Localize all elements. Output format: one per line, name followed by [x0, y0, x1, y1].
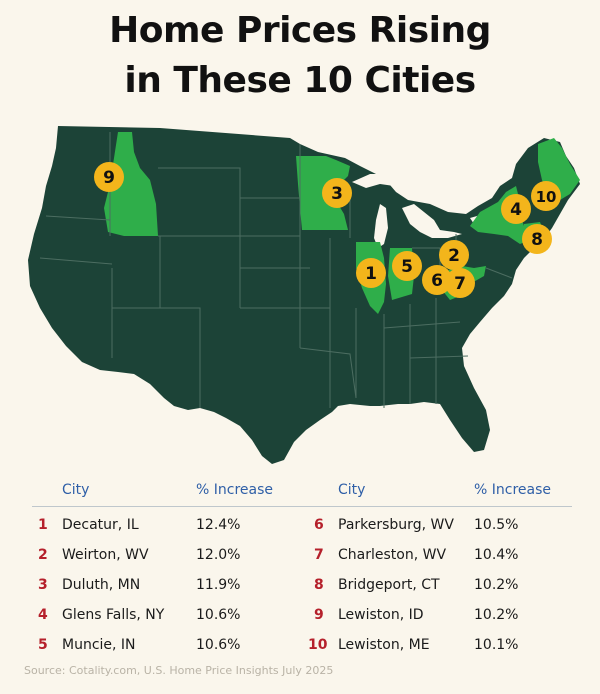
- city-name: Weirton, WV: [62, 547, 149, 563]
- pct-increase: 10.4%: [474, 547, 519, 563]
- table-row: 4 Glens Falls, NY 10.6% 9 Lewiston, ID 1…: [32, 597, 572, 627]
- marker-label: 7: [454, 274, 466, 294]
- pct-increase: 12.4%: [196, 517, 241, 533]
- marker-label: 5: [401, 257, 413, 277]
- pct-increase: 11.9%: [196, 577, 241, 593]
- map-marker-10: 10: [531, 181, 561, 211]
- map-marker-3: 3: [322, 178, 352, 208]
- map-marker-1: 1: [356, 258, 386, 288]
- map-markers: 9 3 1 5 2 6 7 4: [94, 162, 561, 298]
- city-name: Lewiston, ME: [338, 637, 430, 653]
- map-marker-4: 4: [501, 194, 531, 224]
- map-marker-9: 9: [94, 162, 124, 192]
- marker-label: 2: [448, 246, 460, 266]
- rank: 6: [314, 517, 324, 533]
- rank: 3: [38, 577, 48, 593]
- marker-label: 8: [531, 230, 543, 250]
- map-marker-6: 6: [422, 265, 452, 295]
- marker-label: 3: [331, 184, 343, 204]
- lake-superior: [352, 174, 404, 188]
- table-row: 2 Weirton, WV 12.0% 7 Charleston, WV 10.…: [32, 537, 572, 567]
- city-name: Parkersburg, WV: [338, 517, 454, 533]
- state-borders: [39, 132, 513, 408]
- marker-label: 4: [510, 200, 522, 220]
- rank: 8: [314, 577, 324, 593]
- marker-label: 10: [536, 188, 557, 206]
- table-row: 5 Muncie, IN 10.6% 10 Lewiston, ME 10.1%: [32, 627, 572, 657]
- table-header: City % Increase City % Increase: [32, 476, 572, 507]
- city-name: Duluth, MN: [62, 577, 141, 593]
- map-marker-7: 7: [445, 268, 475, 298]
- city-name: Charleston, WV: [338, 547, 447, 563]
- map-marker-5: 5: [392, 251, 422, 281]
- pct-increase: 10.2%: [474, 577, 519, 593]
- rank: 2: [38, 547, 48, 563]
- page-title: Home Prices Rising in These 10 Cities: [0, 6, 600, 106]
- marker-label: 9: [103, 168, 115, 188]
- pct-increase: 12.0%: [196, 547, 241, 563]
- us-silhouette: [28, 126, 580, 464]
- us-map: 9 3 1 5 2 6 7 4: [28, 126, 580, 464]
- city-name: Bridgeport, CT: [338, 577, 440, 593]
- header-city-left: City: [62, 482, 90, 498]
- rank: 7: [314, 547, 324, 563]
- city-name: Decatur, IL: [62, 517, 139, 533]
- title-line-2: in These 10 Cities: [124, 60, 476, 101]
- lake-huron-erie: [402, 204, 462, 238]
- map-marker-8: 8: [522, 224, 552, 254]
- lake-michigan: [374, 204, 388, 248]
- pct-increase: 10.5%: [474, 517, 519, 533]
- marker-label: 6: [431, 271, 443, 291]
- source-note: Source: Cotality.com, U.S. Home Price In…: [24, 664, 334, 677]
- table-row: 1 Decatur, IL 12.4% 6 Parkersburg, WV 10…: [32, 507, 572, 537]
- header-city-right: City: [338, 482, 366, 498]
- rank: 9: [314, 607, 324, 623]
- pct-increase: 10.6%: [196, 607, 241, 623]
- pct-increase: 10.1%: [474, 637, 519, 653]
- marker-label: 1: [365, 264, 377, 284]
- rank: 1: [38, 517, 48, 533]
- rank: 4: [38, 607, 48, 623]
- city-name: Glens Falls, NY: [62, 607, 165, 623]
- rank: 5: [38, 637, 48, 653]
- rank: 10: [308, 637, 328, 653]
- header-increase-left: % Increase: [196, 482, 273, 498]
- map-marker-2: 2: [439, 240, 469, 270]
- price-table: City % Increase City % Increase 1 Decatu…: [32, 476, 572, 657]
- title-line-1: Home Prices Rising: [109, 10, 491, 51]
- pct-increase: 10.6%: [196, 637, 241, 653]
- pct-increase: 10.2%: [474, 607, 519, 623]
- city-name: Lewiston, ID: [338, 607, 424, 623]
- table-row: 3 Duluth, MN 11.9% 8 Bridgeport, CT 10.2…: [32, 567, 572, 597]
- city-name: Muncie, IN: [62, 637, 136, 653]
- header-increase-right: % Increase: [474, 482, 551, 498]
- state-idaho: [104, 132, 158, 236]
